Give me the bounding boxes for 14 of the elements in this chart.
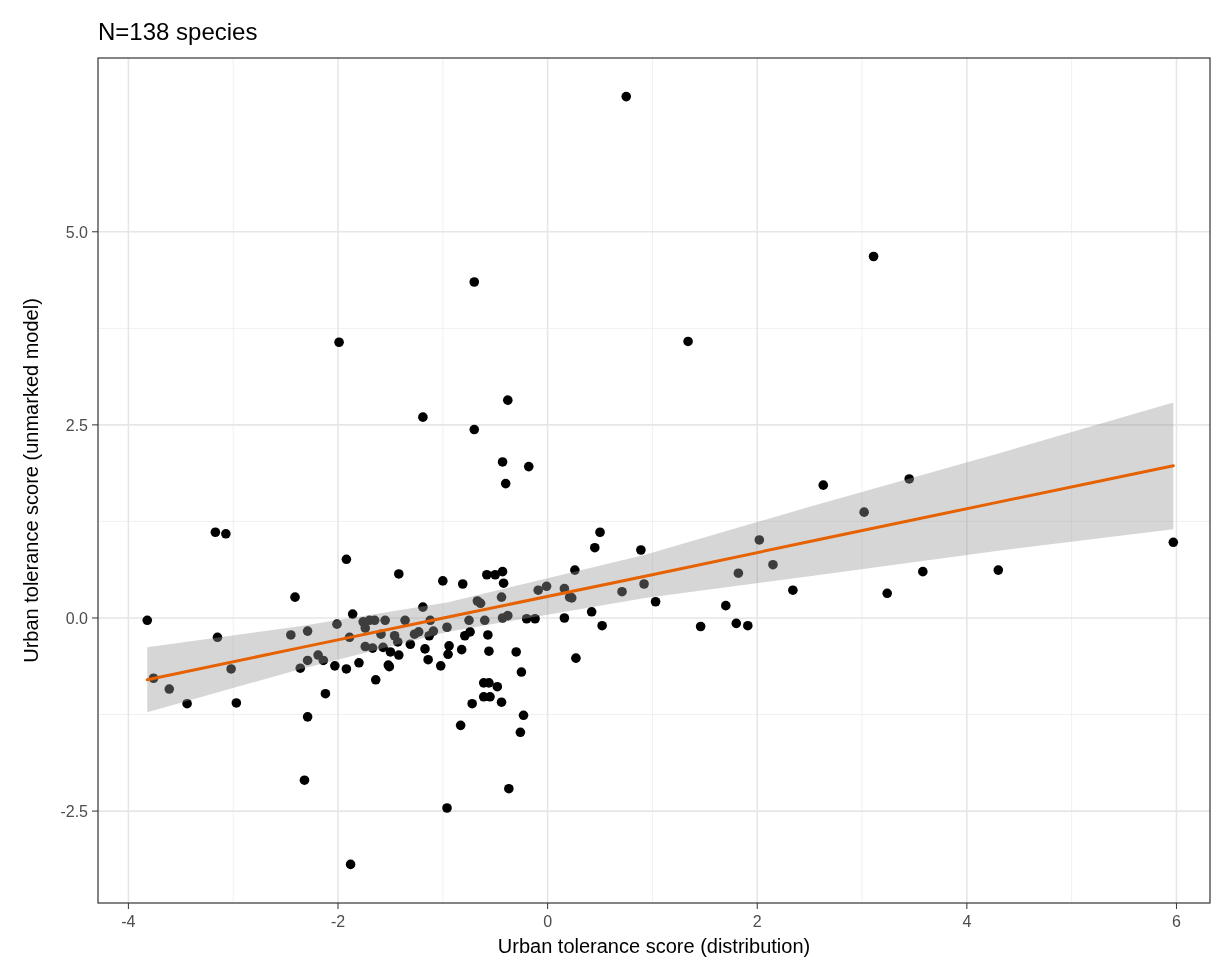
x-tick-label: 0 (543, 913, 553, 930)
y-tick-label: 5.0 (65, 223, 89, 241)
x-tick-label: 6 (1172, 913, 1182, 930)
y-tick-label: -2.5 (60, 803, 89, 821)
y-tick-label: 2.5 (65, 416, 89, 434)
x-tick-label: 4 (962, 913, 972, 930)
x-tick-label: -4 (121, 913, 136, 930)
chart-title: N=138 species (98, 18, 258, 45)
y-tick-label: 0.0 (65, 609, 89, 627)
y-axis-title: Urban tolerance score (unmarked model) (20, 298, 42, 663)
x-axis-title: Urban tolerance score (distribution) (497, 935, 811, 957)
x-tick-label: 2 (752, 913, 762, 930)
x-tick-label: -2 (330, 913, 346, 930)
line-series (145, 464, 1175, 682)
